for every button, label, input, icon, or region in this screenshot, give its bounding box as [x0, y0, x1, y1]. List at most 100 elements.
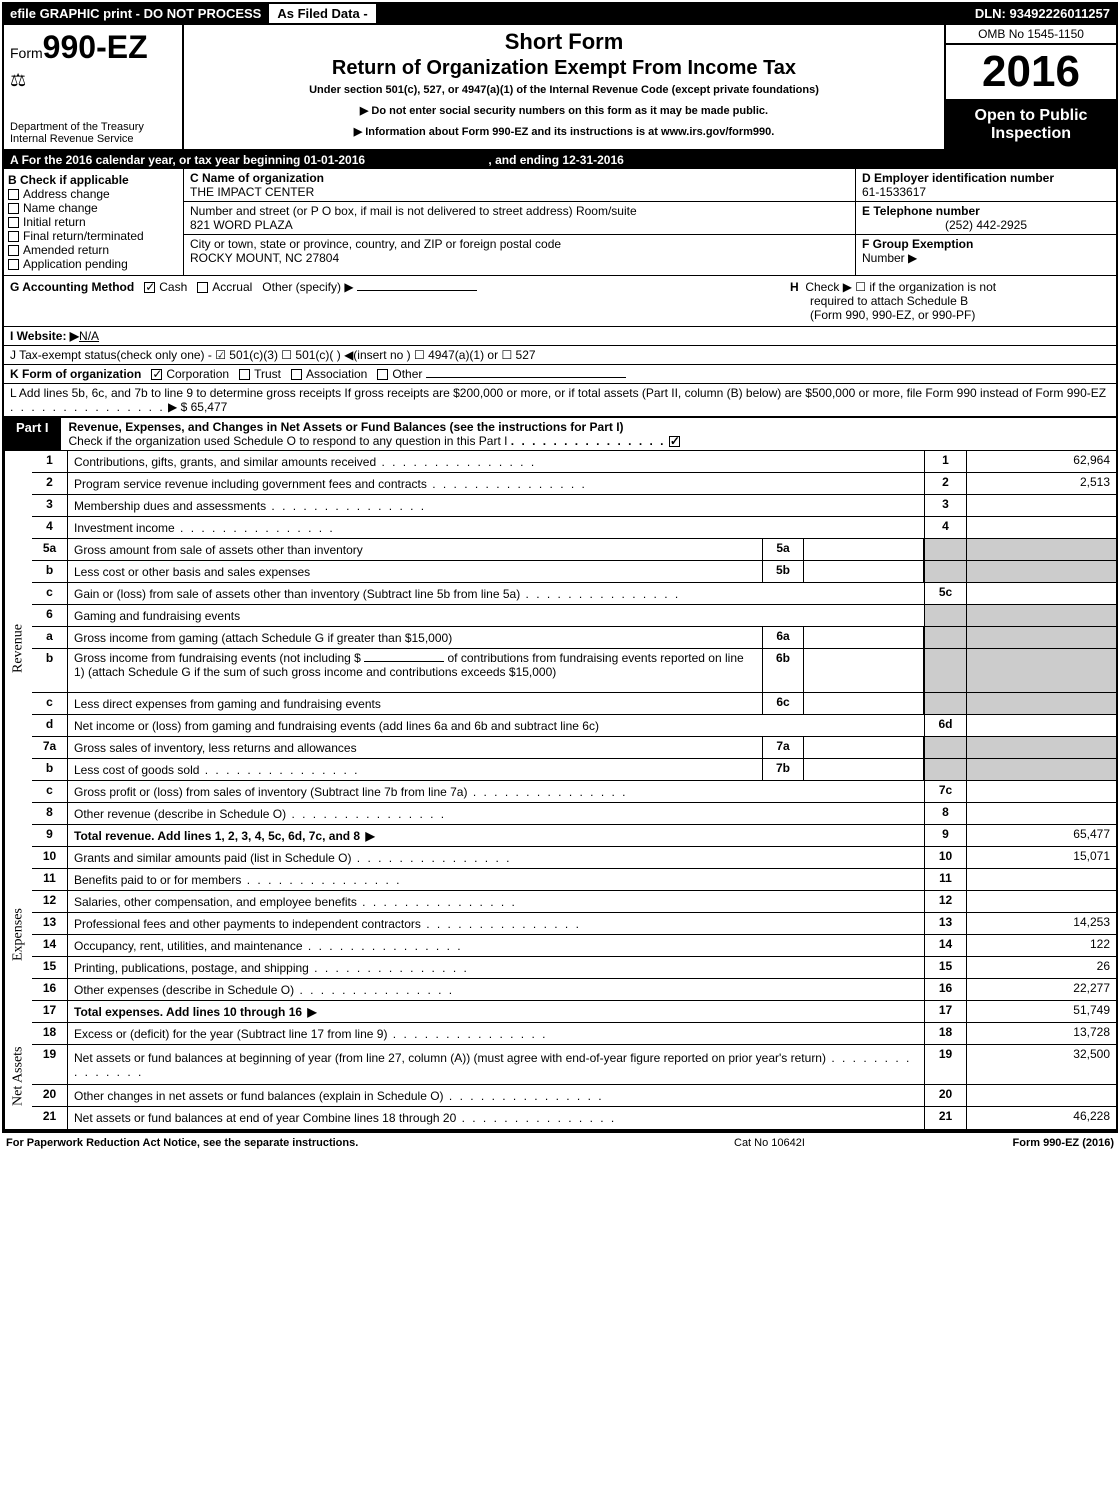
line-20: 20 Other changes in net assets or fund b…: [32, 1085, 1116, 1107]
line-14: 14 Occupancy, rent, utilities, and maint…: [32, 935, 1116, 957]
line-17: 17 Total expenses. Add lines 10 through …: [32, 1001, 1116, 1023]
efile-left: efile GRAPHIC print - DO NOT PROCESS: [4, 4, 267, 23]
expenses-side-label: Expenses: [4, 847, 32, 1023]
line-10-value: 15,071: [966, 847, 1116, 868]
part-1-label: Part I: [4, 418, 61, 450]
line-15: 15 Printing, publications, postage, and …: [32, 957, 1116, 979]
revenue-section: Revenue 1 Contributions, gifts, grants, …: [4, 451, 1116, 847]
checkbox-cash[interactable]: [144, 282, 155, 293]
line-16: 16 Other expenses (describe in Schedule …: [32, 979, 1116, 1001]
line-21: 21 Net assets or fund balances at end of…: [32, 1107, 1116, 1129]
line-12-value: [966, 891, 1116, 912]
form-revision: Form 990-EZ (2016): [934, 1137, 1114, 1149]
line-5b: b Less cost or other basis and sales exp…: [32, 561, 1116, 583]
c-name-cell: C Name of organization THE IMPACT CENTER: [184, 169, 855, 202]
checkbox-final-return[interactable]: Final return/terminated: [8, 229, 179, 243]
d-ein-cell: D Employer identification number 61-1533…: [856, 169, 1116, 202]
line-18-value: 13,728: [966, 1023, 1116, 1044]
part-1-title: Revenue, Expenses, and Changes in Net As…: [61, 418, 1116, 450]
row-i-website: I Website: ▶N/A: [4, 327, 1116, 346]
checkbox-initial-return[interactable]: Initial return: [8, 215, 179, 229]
line-11-value: [966, 869, 1116, 890]
org-street: 821 WORD PLAZA: [190, 218, 849, 232]
line-12: 12 Salaries, other compensation, and emp…: [32, 891, 1116, 913]
omb-number: OMB No 1545-1150: [946, 25, 1116, 45]
line-7c: c Gross profit or (loss) from sales of i…: [32, 781, 1116, 803]
row-l-gross-receipts: L Add lines 5b, 6c, and 7b to line 9 to …: [4, 384, 1116, 416]
schedule-o-checkbox[interactable]: [669, 436, 680, 447]
ein-value: 61-1533617: [862, 185, 1110, 199]
efile-topbar: efile GRAPHIC print - DO NOT PROCESS As …: [4, 4, 1116, 25]
line-2: 2 Program service revenue including gove…: [32, 473, 1116, 495]
line-6a: a Gross income from gaming (attach Sched…: [32, 627, 1116, 649]
checkbox-other[interactable]: [377, 369, 388, 380]
checkbox-application-pending[interactable]: Application pending: [8, 257, 179, 271]
line-3-value: [966, 495, 1116, 516]
checkbox-name-change[interactable]: Name change: [8, 201, 179, 215]
line-16-value: 22,277: [966, 979, 1116, 1000]
row-g-h: G Accounting Method Cash Accrual Other (…: [4, 276, 1116, 327]
return-title: Return of Organization Exempt From Incom…: [192, 57, 936, 80]
f-group-exemption-cell: F Group Exemption Number ▶: [856, 235, 1116, 267]
c-city-cell: City or town, state or province, country…: [184, 235, 855, 267]
b-label: B Check if applicable: [8, 173, 179, 187]
row-a-calendar-year: A For the 2016 calendar year, or tax yea…: [4, 151, 1116, 169]
line-13: 13 Professional fees and other payments …: [32, 913, 1116, 935]
efile-mid: As Filed Data -: [267, 4, 377, 23]
form-page: efile GRAPHIC print - DO NOT PROCESS As …: [2, 2, 1118, 1133]
g-accounting-method: G Accounting Method Cash Accrual Other (…: [10, 280, 790, 322]
short-form-title: Short Form: [192, 29, 936, 55]
line-8: 8 Other revenue (describe in Schedule O)…: [32, 803, 1116, 825]
line-20-value: [966, 1085, 1116, 1106]
line-1: 1 Contributions, gifts, grants, and simi…: [32, 451, 1116, 473]
form-prefix: Form: [10, 45, 43, 61]
line-5c-value: [966, 583, 1116, 604]
line-4-value: [966, 517, 1116, 538]
header-right: OMB No 1545-1150 2016 Open to Public Ins…: [946, 25, 1116, 149]
e-phone-cell: E Telephone number (252) 442-2925: [856, 202, 1116, 235]
checkbox-corporation[interactable]: [151, 369, 162, 380]
treasury-seal-icon: ⚖: [10, 70, 176, 91]
line-8-value: [966, 803, 1116, 824]
form-number: Form990-EZ: [10, 29, 176, 66]
line-1-value: 62,964: [966, 451, 1116, 472]
line-4: 4 Investment income 4: [32, 517, 1116, 539]
checkbox-accrual[interactable]: [197, 282, 208, 293]
gross-receipts-value: ▶ $ 65,477: [168, 400, 227, 414]
dln: DLN: 93492226011257: [969, 4, 1116, 23]
treasury-dept: Department of the Treasury Internal Reve…: [10, 121, 176, 145]
paperwork-notice: For Paperwork Reduction Act Notice, see …: [6, 1137, 734, 1149]
line-19-value: 32,500: [966, 1045, 1116, 1084]
page-footer: For Paperwork Reduction Act Notice, see …: [0, 1135, 1120, 1151]
line-5c: c Gain or (loss) from sale of assets oth…: [32, 583, 1116, 605]
line-10: 10 Grants and similar amounts paid (list…: [32, 847, 1116, 869]
tax-year: 2016: [946, 45, 1116, 101]
line-2-value: 2,513: [966, 473, 1116, 494]
info-link: ▶ Information about Form 990-EZ and its …: [192, 125, 936, 138]
form-header: Form990-EZ ⚖ Department of the Treasury …: [4, 25, 1116, 151]
checkbox-address-change[interactable]: Address change: [8, 187, 179, 201]
row-k-form-org: K Form of organization Corporation Trust…: [4, 365, 1116, 384]
checkbox-association[interactable]: [291, 369, 302, 380]
line-17-value: 51,749: [966, 1001, 1116, 1022]
header-center: Short Form Return of Organization Exempt…: [184, 25, 946, 149]
checkbox-trust[interactable]: [239, 369, 250, 380]
line-3: 3 Membership dues and assessments 3: [32, 495, 1116, 517]
column-c-org-info: C Name of organization THE IMPACT CENTER…: [184, 169, 856, 275]
expenses-section: Expenses 10 Grants and similar amounts p…: [4, 847, 1116, 1023]
netassets-side-label: Net Assets: [4, 1023, 32, 1129]
checkbox-amended-return[interactable]: Amended return: [8, 243, 179, 257]
line-15-value: 26: [966, 957, 1116, 978]
line-6d-value: [966, 715, 1116, 736]
section-subtitle: Under section 501(c), 527, or 4947(a)(1)…: [192, 84, 936, 96]
line-9: 9 Total revenue. Add lines 1, 2, 3, 4, 5…: [32, 825, 1116, 847]
line-6c: c Less direct expenses from gaming and f…: [32, 693, 1116, 715]
line-14-value: 122: [966, 935, 1116, 956]
line-7a: 7a Gross sales of inventory, less return…: [32, 737, 1116, 759]
cat-number: Cat No 10642I: [734, 1137, 934, 1149]
revenue-side-label: Revenue: [4, 451, 32, 847]
org-city: ROCKY MOUNT, NC 27804: [190, 251, 849, 265]
line-6: 6 Gaming and fundraising events: [32, 605, 1116, 627]
line-6d: d Net income or (loss) from gaming and f…: [32, 715, 1116, 737]
line-11: 11 Benefits paid to or for members 11: [32, 869, 1116, 891]
